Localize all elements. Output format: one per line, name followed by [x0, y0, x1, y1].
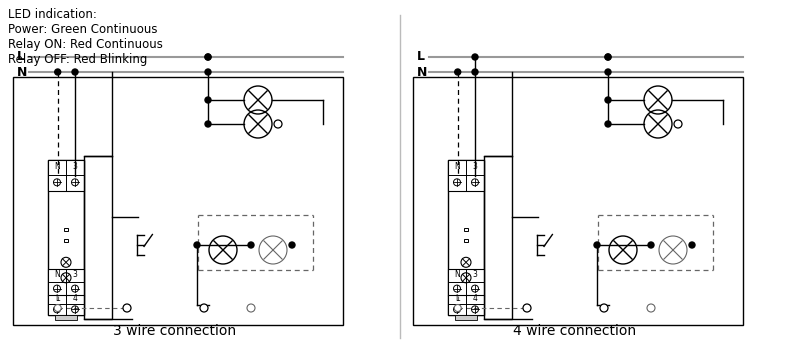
- Bar: [448, 269, 484, 297]
- Circle shape: [54, 69, 61, 75]
- Circle shape: [605, 121, 611, 127]
- Circle shape: [605, 54, 611, 60]
- Text: N: N: [454, 162, 460, 171]
- Circle shape: [205, 97, 211, 103]
- Circle shape: [454, 305, 462, 311]
- Circle shape: [205, 69, 211, 75]
- Circle shape: [205, 121, 211, 127]
- Text: N: N: [454, 270, 460, 279]
- Circle shape: [605, 69, 611, 75]
- Text: N: N: [54, 270, 60, 279]
- Text: 3 wire connection: 3 wire connection: [114, 324, 237, 338]
- Text: 3: 3: [473, 162, 478, 171]
- Bar: [48, 295, 84, 315]
- Text: 3: 3: [473, 270, 478, 279]
- Circle shape: [523, 304, 531, 312]
- Bar: [48, 160, 84, 191]
- Text: 3: 3: [73, 162, 78, 171]
- Text: 4: 4: [473, 294, 478, 303]
- Text: L: L: [455, 294, 459, 303]
- Bar: [413, 77, 743, 325]
- Circle shape: [72, 69, 78, 75]
- Text: N: N: [54, 162, 60, 171]
- Circle shape: [123, 304, 131, 312]
- Bar: [464, 239, 468, 242]
- Bar: [448, 160, 484, 315]
- Text: 3: 3: [73, 270, 78, 279]
- Circle shape: [648, 242, 654, 248]
- Circle shape: [194, 242, 200, 248]
- Bar: [64, 228, 68, 231]
- Bar: [448, 160, 484, 191]
- Bar: [48, 269, 84, 297]
- Circle shape: [205, 54, 211, 60]
- Circle shape: [274, 120, 282, 128]
- Bar: [464, 228, 468, 231]
- Circle shape: [54, 305, 62, 311]
- Text: L: L: [55, 294, 59, 303]
- Text: L: L: [17, 50, 25, 64]
- Circle shape: [472, 69, 478, 75]
- Text: 4: 4: [73, 294, 78, 303]
- Bar: [448, 295, 484, 315]
- Bar: [484, 156, 512, 319]
- Bar: [84, 156, 112, 319]
- Bar: [455, 315, 477, 320]
- Circle shape: [454, 69, 461, 75]
- Text: 4 wire connection: 4 wire connection: [514, 324, 637, 338]
- Text: LED indication:
Power: Green Continuous
Relay ON: Red Continuous
Relay OFF: Red : LED indication: Power: Green Continuous …: [8, 8, 163, 66]
- Circle shape: [600, 304, 608, 312]
- Circle shape: [689, 242, 695, 248]
- Circle shape: [472, 54, 478, 60]
- Circle shape: [605, 97, 611, 103]
- Circle shape: [248, 242, 254, 248]
- Circle shape: [200, 304, 208, 312]
- Text: N: N: [17, 66, 27, 78]
- Bar: [13, 77, 343, 325]
- Bar: [48, 160, 84, 315]
- Circle shape: [247, 304, 255, 312]
- Circle shape: [594, 242, 600, 248]
- Bar: [64, 239, 68, 242]
- Circle shape: [674, 120, 682, 128]
- Circle shape: [289, 242, 295, 248]
- Text: N: N: [417, 66, 427, 78]
- Circle shape: [647, 304, 655, 312]
- Circle shape: [205, 54, 211, 60]
- Text: L: L: [417, 50, 425, 64]
- Circle shape: [605, 54, 611, 60]
- Bar: [55, 315, 77, 320]
